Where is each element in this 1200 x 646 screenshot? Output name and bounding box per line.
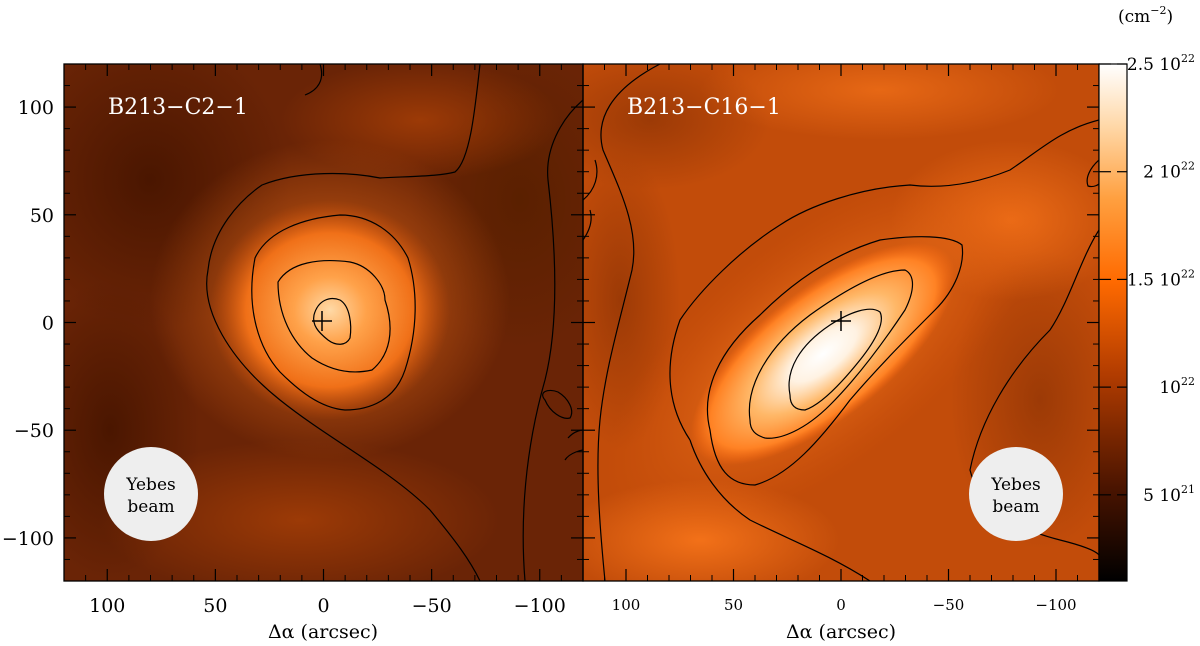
x-tick-label-1-3: −50 <box>412 595 452 617</box>
colorbar-tick-label-3: 1022 <box>1159 375 1195 398</box>
colorbar-unit-base: (cm <box>1118 7 1150 27</box>
colorbar-tick-mantissa: 10 <box>1159 378 1181 398</box>
x-tick-label-2-0: 100 <box>612 596 641 614</box>
colorbar-tick-mantissa: 2.5 10 <box>1127 55 1181 75</box>
panel-1-map: B213−C2−1 Yebes beam <box>64 64 583 581</box>
beam-label-2-line2: beam <box>992 497 1039 517</box>
colorbar-tick-exponent: 22 <box>1181 160 1195 173</box>
x-tick-label-1-0: 100 <box>89 595 125 617</box>
colorbar-unit: (cm−2) <box>1118 4 1173 27</box>
panel-2-axes: 100 50 0 −50 −100 <box>582 63 1100 614</box>
colorbar-tick-mantissa: 5 10 <box>1143 486 1181 506</box>
x-tick-label-1-2: 0 <box>317 595 329 617</box>
y-tick-label-3: −50 <box>14 420 54 442</box>
colorbar-tick-exponent: 22 <box>1181 375 1195 388</box>
panel-1-axes: 100 50 0 −50 −100 100 50 0 −50 −100 <box>2 63 584 617</box>
panel-2-title: B213−C16−1 <box>627 95 781 120</box>
colorbar-tick-mantissa: 1.5 10 <box>1127 270 1181 290</box>
beam-label-1-line2: beam <box>127 497 174 517</box>
x-tick-label-1-1: 50 <box>203 595 227 617</box>
peak-marker-2 <box>831 311 851 331</box>
colorbar-unit-exp: −2 <box>1150 4 1166 17</box>
x-tick-label-2-1: 50 <box>724 596 743 614</box>
y-tick-label-2: 0 <box>42 313 54 335</box>
panel-1-title: B213−C2−1 <box>108 95 248 120</box>
x-tick-label-2-4: −100 <box>1035 596 1076 614</box>
x-tick-label-2-2: 0 <box>836 596 846 614</box>
y-tick-label-1: 50 <box>30 205 54 227</box>
x-tick-label-1-4: −100 <box>514 595 566 617</box>
colorbar <box>1098 63 1128 582</box>
beam-label-1-line1: Yebes <box>125 475 175 495</box>
colorbar-tick-exponent: 21 <box>1181 483 1195 496</box>
peak-marker-1 <box>312 311 332 331</box>
colorbar-tick-label-2: 1.5 1022 <box>1127 267 1195 290</box>
x-axis-label-2: Δα (arcsec) <box>786 621 896 643</box>
colorbar-tick-exponent: 22 <box>1181 267 1195 280</box>
beam-circle-2 <box>969 447 1063 541</box>
panel-2-map: B213−C16−1 Yebes beam <box>583 64 1099 581</box>
colorbar-tick-label-4: 5 1021 <box>1143 483 1195 506</box>
beam-label-2-line1: Yebes <box>990 475 1040 495</box>
colorbar-unit-close: ) <box>1167 7 1174 27</box>
colorbar-tick-exponent: 22 <box>1181 52 1195 65</box>
y-tick-label-4: −100 <box>2 528 54 550</box>
beam-circle-1 <box>104 447 198 541</box>
y-tick-label-0: 100 <box>18 97 54 119</box>
x-axis-label-1: Δα (arcsec) <box>268 621 378 643</box>
colorbar-tick-mantissa: 2 10 <box>1143 163 1181 183</box>
colorbar-tick-label-0: 2.5 1022 <box>1127 52 1195 75</box>
colorbar-tick-label-1: 2 1022 <box>1143 160 1195 183</box>
x-tick-label-2-3: −50 <box>933 596 965 614</box>
